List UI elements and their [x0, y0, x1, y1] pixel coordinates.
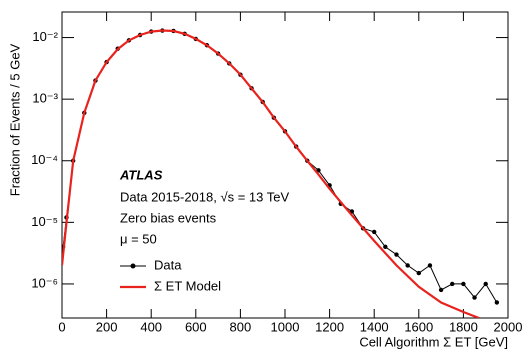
data-point	[472, 295, 477, 300]
x-tick-label: 2000	[494, 319, 523, 334]
legend-swatch	[130, 263, 136, 269]
x-tick-label: 600	[185, 319, 207, 334]
data-point	[383, 244, 388, 250]
atlas-label: ATLAS	[119, 167, 163, 182]
x-tick-label: 1600	[404, 319, 433, 334]
y-tick-label: 10⁻³	[32, 91, 58, 106]
y-axis-title: Fraction of Events / 5 GeV	[7, 43, 22, 196]
plot-frame	[61, 11, 509, 319]
data-point	[427, 263, 433, 268]
data-point	[416, 270, 421, 276]
data-point	[394, 252, 399, 257]
annotation: Zero bias events	[120, 210, 217, 225]
data-point	[483, 281, 488, 287]
legend-label: Σ ET Model	[154, 278, 221, 293]
x-tick-label: 1400	[360, 319, 389, 334]
plot-area	[62, 28, 500, 318]
annotation: Data 2015-2018, √s = 13 TeV	[120, 189, 289, 204]
data-point	[372, 229, 377, 235]
data-point	[438, 287, 444, 293]
x-tick-label: 1200	[315, 319, 344, 334]
x-axis-title: Cell Algorithm Σ ET [GeV]	[359, 334, 508, 349]
y-tick-label: 10⁻²	[32, 29, 58, 44]
data-point	[494, 300, 500, 305]
data-point	[450, 281, 455, 287]
data-point	[405, 263, 410, 268]
y-tick-label: 10⁻⁶	[31, 275, 58, 290]
x-tick-label: 1000	[271, 319, 300, 334]
x-tick-label: 1800	[449, 319, 478, 334]
annotation: μ = 50	[120, 231, 157, 246]
series-line	[62, 29, 480, 318]
y-tick-label: 10⁻⁵	[31, 214, 58, 229]
x-tick-label: 200	[96, 319, 118, 334]
x-tick-label: 0	[58, 319, 65, 334]
y-tick-label: 10⁻⁴	[31, 152, 58, 167]
data-point	[461, 281, 466, 287]
x-tick-label: 800	[230, 319, 252, 334]
x-tick-label: 400	[140, 319, 162, 334]
legend-label: Data	[154, 257, 182, 272]
